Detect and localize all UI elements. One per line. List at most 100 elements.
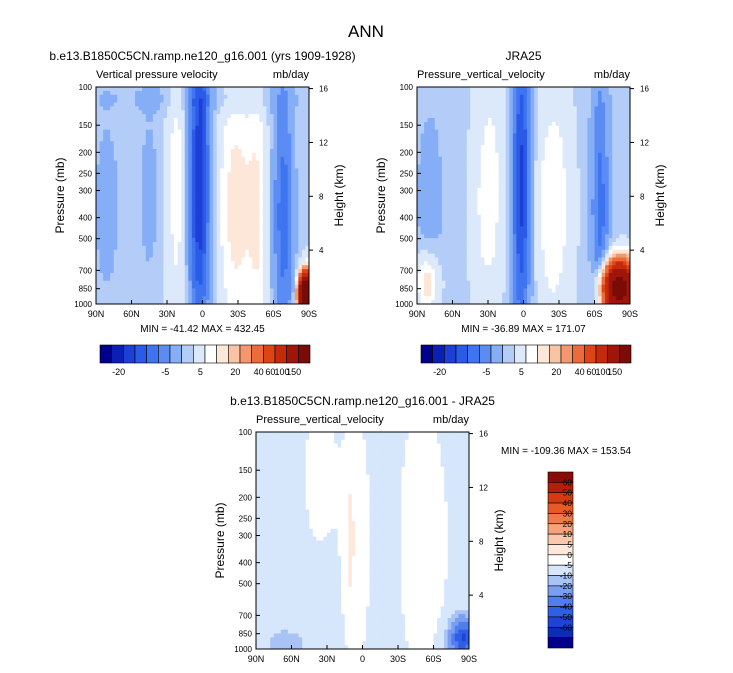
field-cell <box>269 249 274 255</box>
field-cell <box>431 183 436 189</box>
field-cell <box>135 245 139 251</box>
field-cell <box>167 110 171 115</box>
field-cell <box>145 176 150 181</box>
field-cell <box>131 242 136 247</box>
field-cell <box>241 296 246 301</box>
field-cell <box>491 149 496 154</box>
field-cell <box>149 168 154 173</box>
field-cell <box>170 102 175 107</box>
field-cell <box>96 187 100 193</box>
field-cell <box>138 106 143 111</box>
field-cell <box>516 176 521 181</box>
field-cell <box>220 230 225 235</box>
field-cell <box>127 160 132 165</box>
field-cell <box>452 141 457 146</box>
field-cell <box>434 176 439 181</box>
field-cell <box>202 137 207 142</box>
field-cell <box>438 152 443 158</box>
field-cell <box>177 280 182 286</box>
field-cell <box>598 125 602 131</box>
field-cell <box>138 222 143 227</box>
field-cell <box>145 238 150 243</box>
field-cell <box>277 191 281 196</box>
field-cell <box>277 149 281 154</box>
field-cell <box>142 203 147 208</box>
field-cell <box>280 180 285 185</box>
field-cell <box>206 203 210 208</box>
field-cell <box>234 257 239 262</box>
field-cell <box>583 90 588 96</box>
field-cell <box>198 191 203 196</box>
field-cell <box>230 106 235 111</box>
field-cell <box>120 226 125 231</box>
field-cell <box>124 269 129 274</box>
field-cell <box>466 183 471 189</box>
field-cell <box>195 234 200 239</box>
field-cell <box>505 98 510 103</box>
field-cell <box>612 114 617 119</box>
field-cell <box>427 87 432 92</box>
field-cell <box>127 164 132 169</box>
field-cell <box>188 273 193 278</box>
field-cell <box>103 296 108 301</box>
field-cell <box>466 129 471 134</box>
field-cell <box>195 129 200 134</box>
field-cell <box>209 288 214 293</box>
field-cell <box>287 114 292 119</box>
field-cell <box>441 152 446 158</box>
field-cell <box>598 133 602 138</box>
field-cell <box>463 180 468 185</box>
field-cell <box>120 168 125 173</box>
field-cell <box>142 118 147 123</box>
field-cell <box>466 141 471 146</box>
field-cell <box>502 152 507 158</box>
field-cell <box>523 172 528 177</box>
field-cell <box>177 211 182 216</box>
field-cell <box>156 191 161 196</box>
field-cell <box>227 288 232 293</box>
field-cell <box>220 106 225 111</box>
field-cell <box>612 98 617 103</box>
field-cell <box>448 183 453 189</box>
field-cell <box>562 172 567 177</box>
field-cell <box>213 300 218 305</box>
field-cell <box>284 276 289 282</box>
field-cell <box>277 121 281 127</box>
field-cell <box>252 300 257 305</box>
field-cell <box>220 226 225 231</box>
field-cell <box>523 94 528 100</box>
field-cell <box>626 141 631 146</box>
field-cell <box>498 110 503 115</box>
field-cell <box>142 141 147 146</box>
field-cell <box>505 118 510 123</box>
field-cell <box>149 265 154 270</box>
field-cell <box>170 125 175 131</box>
field-cell <box>626 129 631 134</box>
field-cell <box>113 129 118 134</box>
field-cell <box>96 245 100 251</box>
field-cell <box>551 156 556 162</box>
field-cell <box>566 180 571 185</box>
field-cell <box>202 94 207 100</box>
field-cell <box>576 172 581 177</box>
field-cell <box>191 249 196 255</box>
field-cell <box>519 106 524 111</box>
field-cell <box>245 253 250 258</box>
field-cell <box>223 125 228 131</box>
field-cell <box>273 288 278 293</box>
field-cell <box>255 145 260 150</box>
field-cell <box>291 149 296 154</box>
field-cell <box>527 183 531 189</box>
field-cell <box>615 114 620 119</box>
field-cell <box>512 183 517 189</box>
field-cell <box>120 218 125 224</box>
field-cell <box>209 133 214 138</box>
field-cell <box>262 121 267 127</box>
field-cell <box>298 145 303 150</box>
field-cell <box>156 296 161 301</box>
field-cell <box>188 106 193 111</box>
field-cell <box>466 156 471 162</box>
field-cell <box>163 249 168 255</box>
field-cell <box>527 106 531 111</box>
field-cell <box>198 195 203 200</box>
